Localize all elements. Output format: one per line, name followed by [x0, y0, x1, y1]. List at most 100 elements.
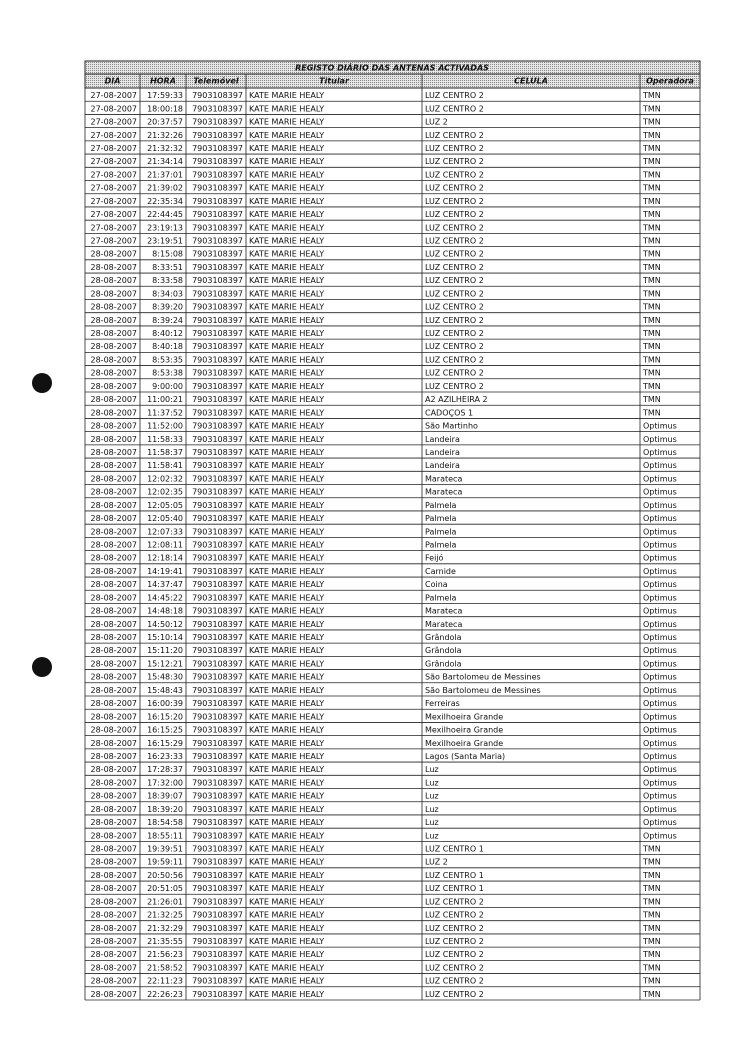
phone-cell: 7903108397 [192, 580, 243, 589]
operator-cell: TMN [642, 395, 661, 404]
phone-cell: 7903108397 [192, 911, 243, 920]
holder-cell: KATE MARIE HEALY [249, 686, 324, 695]
date-cell: 28-08-2007 [91, 792, 138, 801]
time-cell: 16:15:20 [147, 712, 183, 721]
holder-cell: KATE MARIE HEALY [249, 461, 324, 470]
phone-cell: 7903108397 [192, 646, 243, 655]
time-cell: 14:37:47 [147, 580, 183, 589]
cell-cell: LUZ CENTRO 2 [425, 897, 484, 906]
cell-cell: LUZ CENTRO 2 [425, 157, 484, 166]
holder-cell: KATE MARIE HEALY [249, 170, 324, 179]
phone-cell: 7903108397 [192, 197, 243, 206]
time-cell: 20:51:05 [147, 884, 183, 893]
date-cell: 28-08-2007 [91, 659, 138, 668]
date-cell: 28-08-2007 [91, 593, 138, 602]
date-cell: 28-08-2007 [91, 316, 138, 325]
operator-cell: TMN [642, 990, 661, 999]
holder-cell: KATE MARIE HEALY [249, 633, 324, 642]
operator-cell: TMN [642, 118, 661, 127]
time-cell: 11:00:21 [147, 395, 183, 404]
phone-cell: 7903108397 [192, 382, 243, 391]
operator-cell: TMN [642, 884, 661, 893]
phone-cell: 7903108397 [192, 990, 243, 999]
time-cell: 11:37:52 [147, 408, 183, 417]
date-cell: 28-08-2007 [91, 911, 138, 920]
holder-cell: KATE MARIE HEALY [249, 514, 324, 523]
phone-cell: 7903108397 [192, 699, 243, 708]
holder-cell: KATE MARIE HEALY [249, 395, 324, 404]
phone-cell: 7903108397 [192, 514, 243, 523]
operator-cell: TMN [642, 382, 661, 391]
cell-cell: Grândola [425, 646, 462, 655]
cell-cell: LUZ 2 [425, 118, 448, 127]
holder-cell: KATE MARIE HEALY [249, 884, 324, 893]
date-cell: 28-08-2007 [91, 871, 138, 880]
date-cell: 28-08-2007 [91, 884, 138, 893]
phone-cell: 7903108397 [192, 937, 243, 946]
phone-cell: 7903108397 [192, 461, 243, 470]
cell-cell: São Bartolomeu de Messines [425, 686, 541, 695]
holder-cell: KATE MARIE HEALY [249, 620, 324, 629]
date-cell: 28-08-2007 [91, 329, 138, 338]
operator-cell: Optimus [643, 673, 677, 682]
phone-cell: 7903108397 [192, 501, 243, 510]
cell-cell: Palmela [425, 501, 457, 510]
date-cell: 28-08-2007 [91, 937, 138, 946]
operator-cell: TMN [642, 276, 661, 285]
cell-cell: LUZ CENTRO 2 [425, 250, 484, 259]
time-cell: 16:23:33 [147, 752, 183, 761]
cell-cell: LUZ CENTRO 2 [425, 369, 484, 378]
phone-cell: 7903108397 [192, 184, 243, 193]
date-cell: 28-08-2007 [91, 474, 138, 483]
date-cell: 27-08-2007 [91, 210, 138, 219]
phone-cell: 7903108397 [192, 712, 243, 721]
time-cell: 21:26:01 [147, 897, 183, 906]
date-cell: 28-08-2007 [91, 699, 138, 708]
holder-cell: KATE MARIE HEALY [249, 990, 324, 999]
holder-cell: KATE MARIE HEALY [249, 950, 324, 959]
phone-cell: 7903108397 [192, 303, 243, 312]
time-cell: 14:48:18 [147, 607, 183, 616]
cell-cell: Carnide [425, 567, 456, 576]
phone-cell: 7903108397 [192, 673, 243, 682]
operator-cell: TMN [642, 104, 661, 113]
time-cell: 11:58:33 [147, 435, 183, 444]
cell-cell: LUZ 2 [425, 858, 448, 867]
time-cell: 9:00:00 [152, 382, 183, 391]
cell-cell: LUZ CENTRO 2 [425, 355, 484, 364]
cell-cell: LUZ CENTRO 2 [425, 263, 484, 272]
time-cell: 21:56:23 [147, 950, 183, 959]
phone-cell: 7903108397 [192, 554, 243, 563]
time-cell: 21:34:14 [147, 157, 183, 166]
cell-cell: Luz [425, 765, 439, 774]
date-cell: 28-08-2007 [91, 778, 138, 787]
date-cell: 28-08-2007 [91, 395, 138, 404]
cell-cell: LUZ CENTRO 1 [425, 884, 484, 893]
operator-cell: Optimus [643, 541, 677, 550]
date-cell: 27-08-2007 [91, 237, 138, 246]
operator-cell: TMN [642, 950, 661, 959]
holder-cell: KATE MARIE HEALY [249, 223, 324, 232]
operator-cell: TMN [642, 871, 661, 880]
time-cell: 12:07:33 [147, 527, 183, 536]
phone-cell: 7903108397 [192, 144, 243, 153]
cell-cell: Mexilhoeira Grande [425, 726, 503, 735]
cell-cell: LUZ CENTRO 2 [425, 911, 484, 920]
date-cell: 28-08-2007 [91, 422, 138, 431]
date-cell: 27-08-2007 [91, 104, 138, 113]
time-cell: 12:18:14 [147, 554, 183, 563]
phone-cell: 7903108397 [192, 541, 243, 550]
date-cell: 28-08-2007 [91, 726, 138, 735]
date-cell: 28-08-2007 [91, 501, 138, 510]
operator-cell: Optimus [643, 620, 677, 629]
column-header: Titular [319, 77, 350, 86]
holder-cell: KATE MARIE HEALY [249, 237, 324, 246]
date-cell: 28-08-2007 [91, 303, 138, 312]
holder-cell: KATE MARIE HEALY [249, 580, 324, 589]
date-cell: 28-08-2007 [91, 355, 138, 364]
holder-cell: KATE MARIE HEALY [249, 289, 324, 298]
phone-cell: 7903108397 [192, 924, 243, 933]
date-cell: 28-08-2007 [91, 435, 138, 444]
holder-cell: KATE MARIE HEALY [249, 607, 324, 616]
phone-cell: 7903108397 [192, 237, 243, 246]
